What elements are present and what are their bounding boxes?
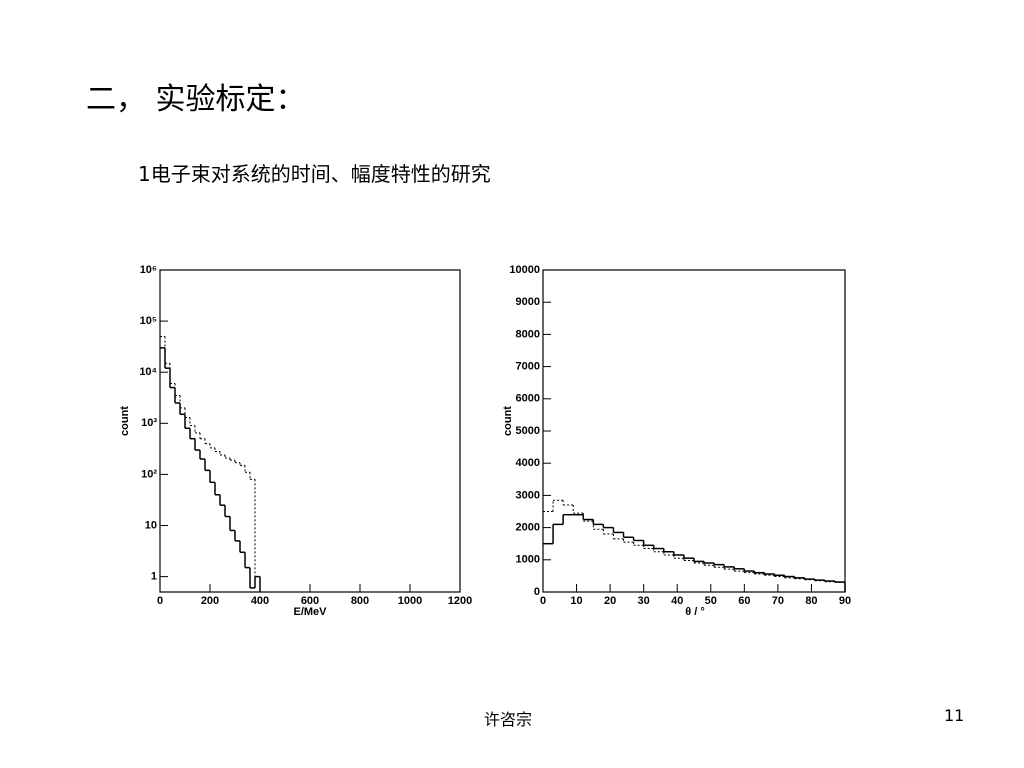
y-tick-label: 9000 bbox=[516, 296, 540, 308]
y-tick-label: 6000 bbox=[516, 393, 540, 405]
x-tick-label: 600 bbox=[301, 595, 319, 607]
y-tick-label: 1000 bbox=[516, 554, 540, 566]
y-tick-label: 10⁶ bbox=[140, 264, 157, 276]
y-tick-label: 10³ bbox=[141, 417, 157, 429]
y-tick-label: 10 bbox=[145, 519, 157, 531]
x-tick-label: 200 bbox=[201, 595, 219, 607]
footer-author: 许咨宗 bbox=[484, 710, 533, 729]
x-tick-label: 20 bbox=[604, 595, 616, 607]
plot-frame bbox=[159, 269, 461, 593]
y-tick-label: 10² bbox=[141, 468, 157, 480]
x-tick-label: 1200 bbox=[448, 595, 472, 607]
y-tick-label: 2000 bbox=[516, 522, 540, 534]
y-tick-label: 10⁵ bbox=[140, 315, 157, 327]
x-tick-label: 70 bbox=[772, 595, 784, 607]
x-tick-label: 30 bbox=[638, 595, 650, 607]
x-tick-label: 60 bbox=[738, 595, 750, 607]
y-tick-label: 8000 bbox=[516, 328, 540, 340]
y-axis-label: count bbox=[502, 406, 514, 436]
y-tick-label: 10000 bbox=[509, 264, 540, 276]
x-axis-label: E/MeV bbox=[293, 606, 327, 618]
x-tick-label: 1000 bbox=[398, 595, 422, 607]
x-tick-label: 0 bbox=[540, 595, 546, 607]
x-tick-label: 90 bbox=[839, 595, 851, 607]
page-number: 11 bbox=[944, 706, 965, 725]
y-tick-label: 3000 bbox=[516, 489, 540, 501]
x-tick-label: 400 bbox=[251, 595, 269, 607]
y-tick-label: 5000 bbox=[516, 425, 540, 437]
y-tick-label: 10⁴ bbox=[139, 366, 157, 378]
x-tick-label: 80 bbox=[805, 595, 817, 607]
x-tick-label: 10 bbox=[570, 595, 582, 607]
y-tick-label: 0 bbox=[534, 586, 540, 598]
x-tick-label: 40 bbox=[671, 595, 683, 607]
heading: 二， 实验标定： bbox=[86, 82, 306, 117]
x-tick-label: 0 bbox=[157, 595, 163, 607]
x-axis-label: θ / ° bbox=[685, 606, 705, 618]
x-tick-label: 800 bbox=[351, 595, 369, 607]
y-tick-label: 1 bbox=[151, 571, 157, 583]
y-tick-label: 7000 bbox=[516, 361, 540, 373]
x-tick-label: 50 bbox=[705, 595, 717, 607]
plot-frame bbox=[542, 269, 846, 593]
y-axis-label: count bbox=[119, 406, 131, 436]
subheading: 1电子束对系统的时间、幅度特性的研究 bbox=[138, 162, 491, 186]
y-tick-label: 4000 bbox=[516, 457, 540, 469]
